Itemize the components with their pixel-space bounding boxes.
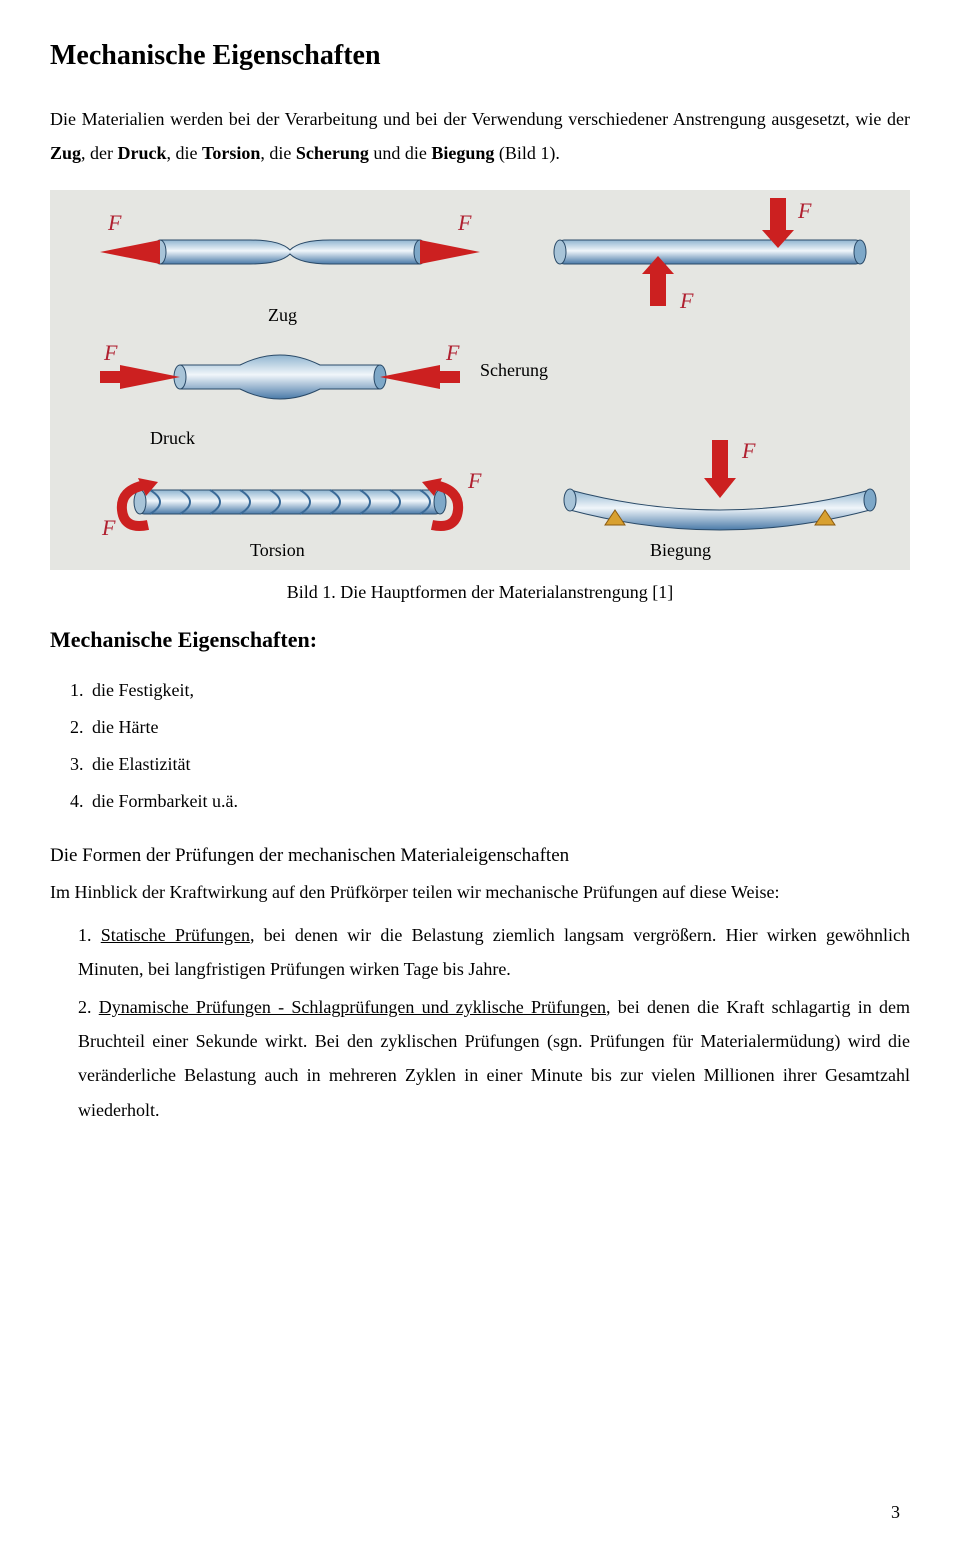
page-title: Mechanische Eigenschaften <box>50 40 910 72</box>
item-number: 2. <box>78 997 99 1017</box>
item-number: 1. <box>78 925 101 945</box>
intro-bold-torsion: Torsion <box>202 143 260 163</box>
intro-bold-biegung: Biegung <box>431 143 494 163</box>
list-item: die Elastizität <box>88 751 910 778</box>
figure-caption: Bild 1. Die Hauptformen der Materialanst… <box>50 582 910 603</box>
intro-text-1: Die Materialien werden bei der Verarbeit… <box>50 109 910 129</box>
intro-text-5: und die <box>369 143 432 163</box>
numbered-item-2: 2. Dynamische Prüfungen - Schlagprüfunge… <box>50 990 910 1127</box>
diagram-label-scherung: Scherung <box>480 360 548 381</box>
force-label: F <box>741 438 756 463</box>
force-label: F <box>101 515 116 540</box>
list-item: die Formbarkeit u.ä. <box>88 788 910 815</box>
force-label: F <box>797 198 812 223</box>
force-label: F <box>103 340 118 365</box>
intro-text-2: , der <box>81 143 117 163</box>
properties-list: die Festigkeit, die Härte die Elastizitä… <box>50 677 910 815</box>
item-link-text: Dynamische Prüfungen - Schlagprüfungen u… <box>99 997 606 1017</box>
force-label: F <box>679 288 694 313</box>
diagram-label-druck: Druck <box>150 428 195 449</box>
intro-text-4: , die <box>260 143 296 163</box>
diagram-label-torsion: Torsion <box>250 540 305 561</box>
force-label: F <box>457 210 472 235</box>
intro-bold-zug: Zug <box>50 143 81 163</box>
force-label: F <box>467 468 482 493</box>
item-link-text: Statische Prüfungen <box>101 925 250 945</box>
section-title: Die Formen der Prüfungen der mechanische… <box>50 845 910 867</box>
intro-text-6: (Bild 1). <box>494 143 560 163</box>
page-number: 3 <box>891 1502 900 1523</box>
force-label: F <box>107 210 122 235</box>
numbered-section: 1. Statische Prüfungen, bei denen wir di… <box>50 918 910 1127</box>
diagram-label-zug: Zug <box>268 305 297 326</box>
subheading: Mechanische Eigenschaften: <box>50 627 910 653</box>
numbered-item-1: 1. Statische Prüfungen, bei denen wir di… <box>50 918 910 986</box>
body-text-intro: Im Hinblick der Kraftwirkung auf den Prü… <box>50 875 910 909</box>
diagram-label-biegung: Biegung <box>650 540 711 561</box>
force-label: F <box>445 340 460 365</box>
intro-text-3: , die <box>167 143 203 163</box>
intro-bold-scherung: Scherung <box>296 143 369 163</box>
diagram-figure: F F F F <box>50 190 910 570</box>
list-item: die Festigkeit, <box>88 677 910 704</box>
intro-paragraph: Die Materialien werden bei der Verarbeit… <box>50 102 910 170</box>
intro-bold-druck: Druck <box>118 143 167 163</box>
list-item: die Härte <box>88 714 910 741</box>
